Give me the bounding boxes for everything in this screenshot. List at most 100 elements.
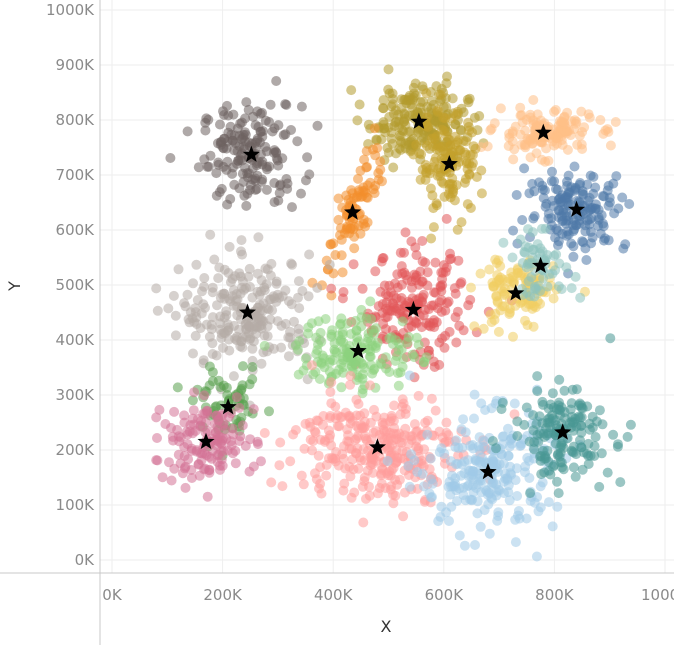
data-point bbox=[611, 171, 622, 182]
data-point bbox=[170, 310, 181, 321]
data-point bbox=[492, 515, 503, 526]
data-point bbox=[577, 236, 588, 247]
data-point bbox=[293, 324, 304, 334]
data-point bbox=[296, 101, 307, 112]
data-point bbox=[490, 308, 501, 319]
data-point bbox=[590, 203, 601, 214]
data-point bbox=[568, 462, 579, 473]
data-point bbox=[568, 251, 579, 262]
data-point bbox=[262, 164, 272, 175]
data-point bbox=[261, 184, 272, 195]
data-point bbox=[298, 365, 309, 376]
data-point bbox=[594, 481, 605, 492]
data-point bbox=[422, 101, 433, 112]
data-point bbox=[179, 442, 190, 452]
data-point bbox=[168, 290, 179, 301]
data-point bbox=[512, 264, 523, 275]
data-point bbox=[543, 155, 554, 166]
data-point bbox=[428, 203, 439, 214]
data-point bbox=[411, 139, 422, 150]
data-point bbox=[305, 421, 316, 432]
data-point bbox=[227, 448, 238, 459]
data-point bbox=[425, 453, 436, 464]
data-point bbox=[466, 495, 477, 506]
data-point bbox=[239, 284, 250, 295]
data-point bbox=[561, 191, 572, 202]
data-point bbox=[582, 179, 593, 190]
data-point bbox=[471, 483, 482, 493]
data-point bbox=[405, 431, 416, 442]
data-point bbox=[453, 450, 464, 461]
data-point bbox=[478, 323, 489, 334]
data-point bbox=[337, 449, 348, 460]
data-point bbox=[293, 276, 304, 287]
data-point bbox=[336, 313, 347, 324]
data-point bbox=[286, 299, 297, 310]
y-axis-title: Y bbox=[5, 281, 24, 292]
data-point bbox=[298, 479, 309, 490]
data-point bbox=[570, 471, 581, 482]
data-point bbox=[476, 188, 487, 199]
data-point bbox=[519, 247, 530, 257]
data-point bbox=[240, 162, 251, 173]
data-point bbox=[235, 154, 246, 165]
data-point bbox=[225, 296, 236, 307]
data-point bbox=[508, 331, 518, 342]
data-point bbox=[361, 162, 372, 173]
data-point bbox=[410, 242, 421, 253]
data-point bbox=[378, 103, 388, 114]
centroid-star bbox=[479, 463, 497, 480]
data-point bbox=[313, 450, 324, 461]
data-point bbox=[417, 468, 428, 479]
data-point bbox=[183, 314, 194, 325]
data-point bbox=[489, 118, 500, 129]
data-point bbox=[557, 215, 568, 226]
data-points bbox=[151, 64, 636, 562]
data-point bbox=[456, 217, 467, 228]
data-point bbox=[597, 419, 608, 430]
data-point bbox=[487, 436, 498, 446]
data-point bbox=[197, 286, 207, 297]
data-point bbox=[280, 129, 291, 140]
data-point bbox=[385, 305, 396, 316]
data-point bbox=[244, 263, 255, 274]
data-point bbox=[385, 287, 396, 298]
data-point bbox=[275, 179, 286, 190]
data-point bbox=[269, 145, 280, 156]
data-point bbox=[340, 463, 351, 474]
data-point bbox=[247, 362, 258, 372]
data-point bbox=[360, 187, 371, 198]
data-point bbox=[330, 250, 341, 260]
data-point bbox=[248, 461, 259, 472]
data-point bbox=[397, 394, 408, 405]
data-point bbox=[461, 158, 472, 169]
data-point bbox=[491, 486, 502, 497]
data-point bbox=[224, 241, 235, 252]
data-point bbox=[580, 226, 591, 237]
data-point bbox=[540, 451, 551, 461]
data-point bbox=[458, 482, 469, 493]
data-point bbox=[326, 329, 337, 340]
data-point bbox=[215, 318, 226, 329]
data-point bbox=[352, 115, 363, 126]
y-tick-label: 200K bbox=[56, 441, 96, 459]
data-point bbox=[576, 106, 587, 117]
data-point bbox=[252, 312, 263, 323]
data-point bbox=[426, 393, 437, 404]
data-point bbox=[327, 452, 337, 463]
x-axis-title: X bbox=[381, 617, 392, 636]
data-point bbox=[285, 456, 296, 467]
data-point bbox=[529, 186, 540, 197]
data-point bbox=[255, 126, 266, 137]
data-point bbox=[493, 507, 504, 518]
data-point bbox=[240, 129, 251, 140]
data-point bbox=[348, 224, 359, 235]
data-point bbox=[373, 174, 384, 185]
y-tick-label: 1000K bbox=[46, 1, 95, 19]
data-point bbox=[396, 296, 407, 306]
data-point bbox=[427, 190, 438, 201]
data-point bbox=[388, 415, 399, 426]
data-point bbox=[613, 439, 623, 450]
data-point bbox=[492, 270, 503, 281]
